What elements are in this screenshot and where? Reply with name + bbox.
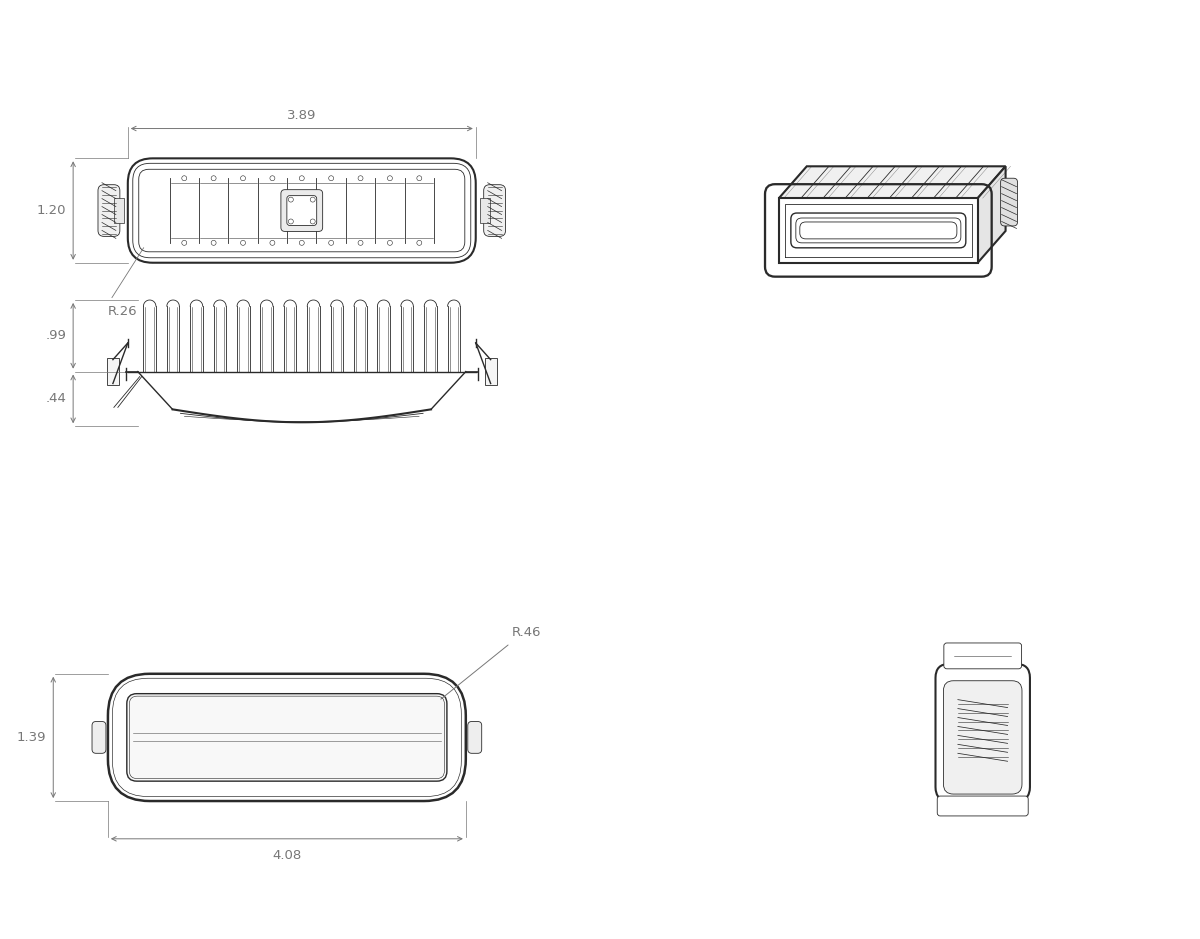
FancyBboxPatch shape bbox=[944, 643, 1021, 669]
Text: .99: .99 bbox=[46, 330, 66, 343]
FancyBboxPatch shape bbox=[108, 674, 466, 801]
Text: 4.08: 4.08 bbox=[272, 849, 301, 862]
Bar bbox=[485, 358, 497, 386]
FancyBboxPatch shape bbox=[937, 796, 1028, 816]
FancyBboxPatch shape bbox=[484, 185, 505, 237]
Text: R.46: R.46 bbox=[512, 626, 541, 639]
FancyBboxPatch shape bbox=[281, 190, 323, 231]
Text: .44: .44 bbox=[46, 393, 66, 406]
Bar bbox=[480, 197, 490, 223]
FancyBboxPatch shape bbox=[98, 185, 120, 237]
FancyBboxPatch shape bbox=[128, 159, 475, 263]
Polygon shape bbox=[779, 166, 1006, 198]
Polygon shape bbox=[978, 166, 1006, 263]
FancyBboxPatch shape bbox=[943, 681, 1022, 794]
FancyBboxPatch shape bbox=[92, 721, 106, 753]
Bar bbox=[114, 197, 124, 223]
FancyBboxPatch shape bbox=[127, 694, 446, 781]
FancyBboxPatch shape bbox=[936, 664, 1030, 801]
FancyBboxPatch shape bbox=[468, 721, 481, 753]
Text: 1.39: 1.39 bbox=[17, 731, 47, 744]
Polygon shape bbox=[779, 198, 978, 263]
Text: 1.20: 1.20 bbox=[37, 204, 66, 217]
FancyBboxPatch shape bbox=[287, 195, 317, 225]
Text: 3.89: 3.89 bbox=[287, 109, 317, 121]
Bar bbox=[107, 358, 119, 386]
FancyBboxPatch shape bbox=[1001, 178, 1018, 226]
Text: R.26: R.26 bbox=[108, 305, 137, 318]
